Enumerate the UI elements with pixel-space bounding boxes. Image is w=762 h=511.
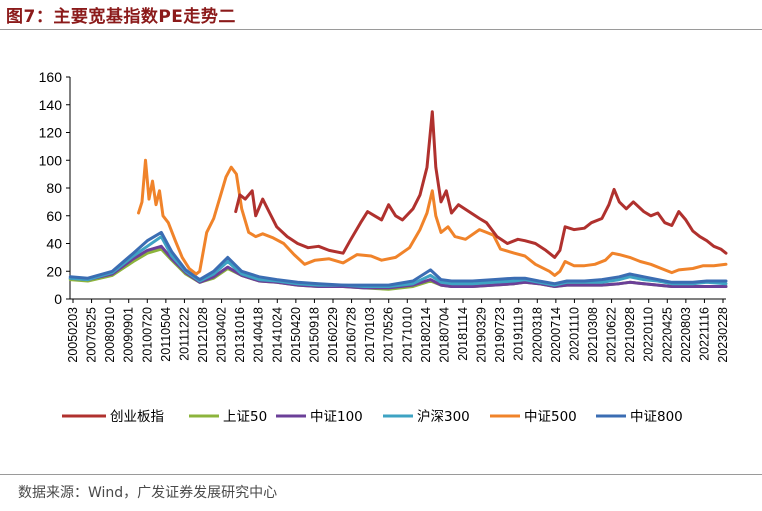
x-tick-label: 20150420 bbox=[289, 307, 303, 363]
series-line-5 bbox=[68, 230, 728, 287]
x-tick-label: 20090901 bbox=[122, 307, 136, 363]
x-tick-label: 20221116 bbox=[697, 307, 711, 361]
bottom-divider bbox=[0, 474, 762, 475]
x-tick-label: 20140418 bbox=[252, 307, 266, 363]
y-tick-label: 80 bbox=[46, 180, 62, 196]
x-tick-label: 20110504 bbox=[159, 307, 173, 362]
x-tick-label: 20070525 bbox=[85, 307, 99, 363]
x-tick-label: 20191119 bbox=[512, 307, 526, 361]
source-note: 数据来源：Wind，广发证券发展研究中心 bbox=[18, 485, 278, 501]
x-tick-label: 20180214 bbox=[419, 307, 433, 363]
series-line-4 bbox=[137, 158, 728, 277]
x-tick-label: 20181114 bbox=[456, 307, 470, 361]
legend-label: 中证100 bbox=[310, 409, 363, 425]
x-tick-label: 20190723 bbox=[493, 307, 507, 363]
legend-label: 中证500 bbox=[524, 409, 577, 425]
x-tick-label: 20130402 bbox=[215, 307, 229, 363]
plot-area bbox=[68, 110, 728, 291]
x-tick-label: 20111222 bbox=[177, 307, 191, 361]
legend-label: 沪深300 bbox=[417, 409, 470, 425]
x-tick-label: 20121028 bbox=[196, 307, 210, 363]
legend-label: 中证800 bbox=[630, 409, 683, 425]
series-line-0 bbox=[234, 110, 728, 259]
figure-title: 图7：主要宽基指数PE走势二 bbox=[6, 7, 236, 27]
x-tick-label: 20160728 bbox=[345, 307, 359, 363]
x-tick-label: 20080910 bbox=[103, 307, 117, 363]
x-tick-label: 20160229 bbox=[326, 307, 340, 363]
x-tick-label: 20210308 bbox=[586, 307, 600, 363]
x-tick-label: 20220110 bbox=[642, 307, 656, 362]
x-axis: 20050203 20070525 20080910 20090901 20100720… bbox=[66, 298, 730, 363]
y-tick-label: 40 bbox=[46, 236, 62, 252]
series-line-3 bbox=[68, 235, 728, 288]
x-tick-label: 20050203 bbox=[66, 307, 80, 363]
y-tick-label: 0 bbox=[54, 291, 62, 307]
x-tick-label: 20200714 bbox=[549, 307, 563, 363]
x-tick-label: 20180704 bbox=[437, 307, 451, 363]
x-tick-label: 20171010 bbox=[400, 307, 414, 363]
x-tick-label: 20200318 bbox=[530, 307, 544, 363]
x-tick-label: 20230228 bbox=[716, 307, 730, 363]
x-tick-label: 20210928 bbox=[623, 307, 637, 363]
legend-label: 上证50 bbox=[223, 409, 267, 425]
x-tick-label: 20170103 bbox=[363, 307, 377, 363]
y-tick-label: 140 bbox=[39, 97, 63, 113]
y-axis: 0 20 40 60 80 100 120 140 160 bbox=[39, 69, 71, 307]
y-tick-label: 120 bbox=[39, 125, 63, 141]
legend-label: 创业板指 bbox=[110, 409, 164, 425]
y-tick-label: 100 bbox=[39, 152, 63, 168]
y-tick-label: 160 bbox=[39, 69, 63, 85]
x-tick-label: 20131016 bbox=[233, 307, 247, 363]
top-divider bbox=[0, 29, 762, 30]
y-tick-label: 20 bbox=[46, 263, 62, 279]
x-tick-label: 20150918 bbox=[307, 307, 321, 363]
x-tick-label: 20170526 bbox=[382, 307, 396, 363]
x-tick-label: 20190329 bbox=[475, 307, 489, 363]
x-tick-label: 20210622 bbox=[605, 307, 619, 363]
x-tick-label: 20201110 bbox=[567, 307, 581, 361]
legend: 创业板指 上证50 中证100 沪深300 中证500 中证800 bbox=[62, 409, 683, 425]
x-tick-label: 20141024 bbox=[270, 307, 284, 363]
x-tick-label: 20100720 bbox=[140, 307, 154, 363]
x-tick-label: 20220803 bbox=[679, 307, 693, 363]
y-tick-label: 60 bbox=[46, 208, 62, 224]
x-tick-label: 20220425 bbox=[660, 307, 674, 363]
